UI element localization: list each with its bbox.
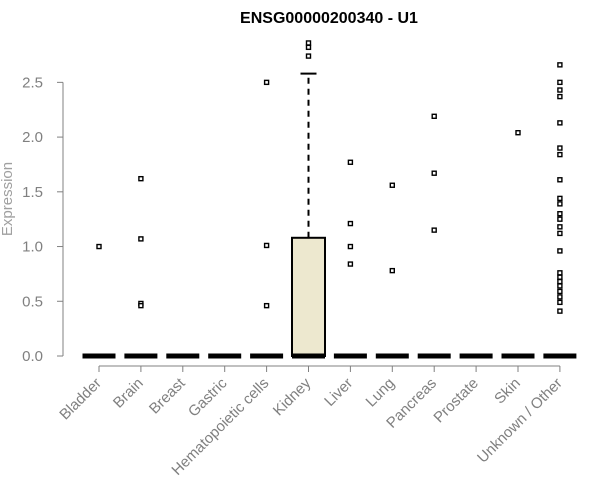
box-group — [124, 175, 158, 359]
outlier-point — [305, 40, 312, 46]
outlier-point — [138, 175, 144, 182]
x-tick-label: Kidney — [270, 374, 315, 419]
outlier-point — [557, 79, 563, 86]
outlier-point — [347, 159, 354, 165]
y-axis: 0.0 0.5 1.0 1.5 2.0 2.5 — [22, 74, 64, 365]
outlier-point — [557, 120, 563, 126]
outlier-point — [557, 288, 563, 295]
boxes-layer — [82, 40, 577, 359]
outlier-point — [557, 299, 563, 306]
outlier-point — [305, 44, 312, 51]
box-group — [250, 79, 284, 359]
outlier-point — [389, 182, 395, 188]
outlier-point — [557, 248, 563, 254]
outlier-point — [557, 62, 563, 68]
outlier-point — [557, 308, 563, 314]
outlier-point — [431, 170, 437, 176]
chart-title: ENSG00000200340 - U1 — [240, 10, 418, 27]
y-tick-label: 1.0 — [22, 239, 43, 256]
y-axis-title: Expression — [0, 162, 16, 236]
outlier-point — [263, 302, 270, 309]
outlier-point — [557, 224, 563, 230]
outlier-point — [263, 242, 270, 249]
outlier-point — [263, 79, 270, 86]
outlier-point — [557, 145, 563, 151]
box-group — [417, 113, 451, 359]
y-tick-label: 2.5 — [22, 74, 43, 91]
outlier-point — [389, 267, 395, 274]
outlier-point — [138, 302, 144, 309]
outlier-point — [557, 151, 563, 158]
box-group — [543, 62, 577, 359]
outlier-point — [557, 211, 563, 217]
x-tick-label: Prostate — [430, 375, 482, 427]
outlier-point — [557, 201, 563, 207]
outlier-point — [431, 227, 437, 233]
outlier-point — [557, 283, 563, 289]
box-group — [375, 182, 409, 359]
outlier-point — [557, 270, 563, 276]
box-group — [291, 40, 326, 359]
y-tick-label: 0.0 — [22, 348, 43, 365]
outlier-point — [431, 113, 437, 119]
x-tick-label: Breast — [146, 374, 189, 417]
box-group — [501, 130, 535, 359]
outlier-point — [557, 87, 563, 93]
outlier-point — [557, 195, 563, 202]
outlier-point — [557, 278, 563, 285]
outlier-point — [515, 130, 521, 136]
outlier-point — [347, 261, 354, 267]
outlier-point — [557, 93, 563, 100]
outlier-point — [347, 243, 354, 250]
x-tick-label: Bladder — [56, 375, 105, 424]
box-group — [333, 159, 367, 359]
outlier-point — [96, 243, 102, 250]
outlier-point — [305, 53, 312, 59]
outlier-point — [138, 236, 144, 242]
outlier-point — [347, 220, 354, 227]
y-tick-label: 0.5 — [22, 293, 43, 310]
y-tick-label: 1.5 — [22, 184, 43, 201]
x-tick-label: Liver — [321, 375, 356, 410]
x-tick-label: Skin — [491, 375, 524, 408]
y-tick-label: 2.0 — [22, 129, 43, 146]
outlier-point — [557, 294, 563, 300]
outlier-point — [557, 230, 563, 237]
x-tick-label: Lung — [363, 375, 399, 411]
box-group — [82, 243, 116, 359]
box — [291, 236, 326, 357]
x-tick-label: Brain — [110, 375, 147, 412]
outlier-point — [557, 274, 563, 280]
outlier-point — [557, 216, 563, 222]
outlier-point — [557, 177, 563, 183]
